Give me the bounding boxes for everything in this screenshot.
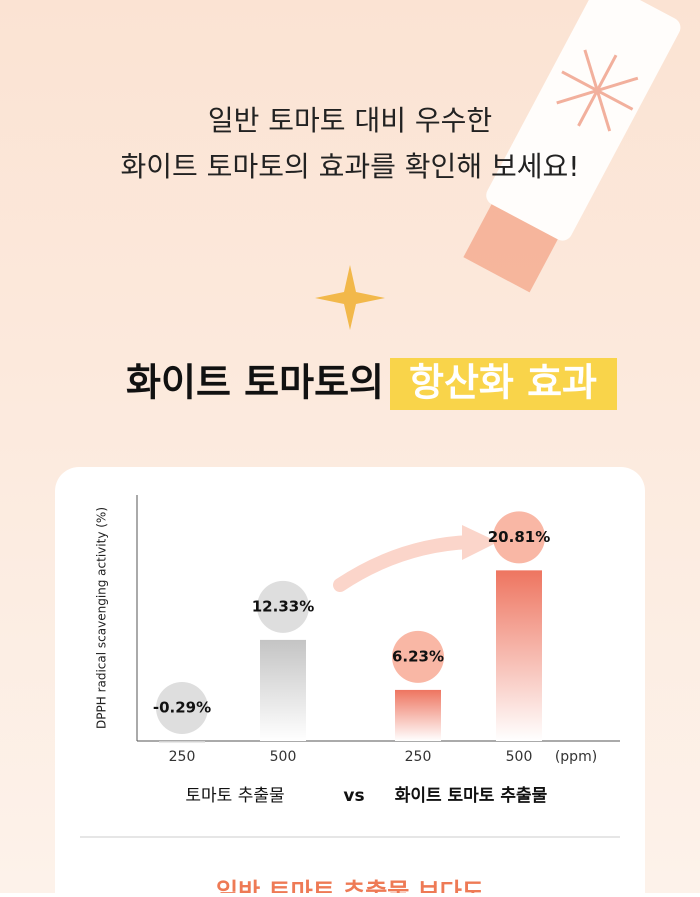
- trend-arrow: [333, 535, 477, 592]
- value-label: -0.29%: [153, 699, 211, 717]
- card: [55, 467, 645, 897]
- bar: [395, 689, 441, 741]
- series-name: 화이트 토마토 추출물: [395, 786, 548, 806]
- header-line: 일반 토마토 대비 우수한: [208, 104, 492, 137]
- heading: 화이트 토마토의: [126, 361, 384, 405]
- highlight: [390, 358, 617, 410]
- x-tick-label: 500: [270, 749, 297, 765]
- bar: [260, 639, 306, 741]
- value-label: 20.81%: [488, 528, 550, 546]
- footer-text: 일반 토마토 추출물 보다도: [216, 878, 484, 893]
- value-label: 12.33%: [252, 597, 314, 615]
- series-name: 토마토 추출물: [185, 786, 284, 806]
- y-axis-label: DPPH radical scavenging activity (%): [95, 507, 109, 729]
- tomato-icon: [392, 630, 444, 683]
- bar: [496, 570, 542, 741]
- tomato-icon: [493, 511, 545, 564]
- sparkle: [315, 265, 385, 330]
- x-tick-label: 250: [405, 749, 432, 765]
- tomato-icon: [156, 682, 208, 734]
- tomato-icon: [257, 580, 309, 633]
- versus: vs: [343, 786, 364, 806]
- heading-highlight: 항산화 효과: [409, 361, 597, 405]
- arrow-head: [462, 525, 498, 560]
- x-unit: (ppm): [555, 749, 597, 765]
- x-tick-label: 500: [506, 749, 533, 765]
- bar: [159, 741, 205, 744]
- x-tick-label: 250: [169, 749, 196, 765]
- value-label: 6.23%: [392, 647, 444, 665]
- product-tube: [463, 0, 681, 293]
- header-line: 화이트 토마토의 효과를 확인해 보세요!: [121, 150, 580, 183]
